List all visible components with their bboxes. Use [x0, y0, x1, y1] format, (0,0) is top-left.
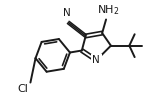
Text: Cl: Cl — [17, 84, 28, 94]
Text: N: N — [92, 55, 100, 65]
Text: NH$_2$: NH$_2$ — [97, 3, 119, 17]
Text: N: N — [63, 8, 71, 18]
